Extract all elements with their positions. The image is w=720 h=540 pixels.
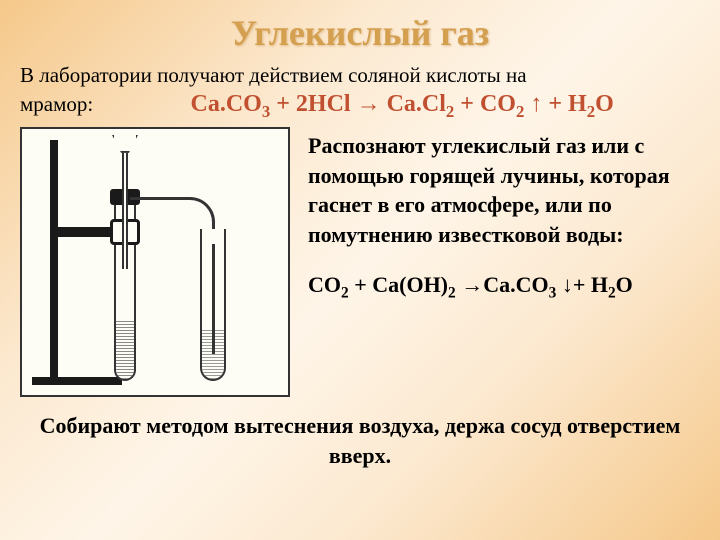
eq1-p4: ↑ + H: [524, 91, 586, 117]
delivery-tube-down: [212, 244, 215, 354]
eq1-s4: 2: [587, 102, 595, 121]
page-title: Углекислый газ: [20, 12, 700, 54]
eq2-s1: 2: [341, 284, 349, 301]
conclusion-text: Собирают методом вытеснения воздуха, дер…: [20, 411, 700, 470]
intro-line2: мрамор:: [20, 92, 93, 116]
stand-base: [32, 377, 122, 385]
funnel-stem: [122, 139, 128, 269]
equation-preparation: Ca.CO3 + 2HCl → Ca.Cl2 + CO2 ↑ + H2O: [190, 91, 613, 117]
intro-line1: В лаборатории получают действием соляной…: [20, 63, 527, 87]
eq2-s2: 2: [448, 284, 456, 301]
clamp-arm: [58, 227, 118, 237]
equation-detection: CO2 + Ca(OH)2 →Ca.CO3 ↓+ H2O: [308, 272, 700, 302]
eq2-p5: O: [616, 272, 633, 297]
eq2-s4: 2: [608, 284, 616, 301]
detection-text: Распознают углекислый газ или с помощью …: [308, 131, 700, 250]
content-row: Распознают углекислый газ или с помощью …: [20, 127, 700, 397]
apparatus-diagram: [20, 127, 290, 397]
funnel-top: [112, 135, 138, 153]
eq2-p2: + Ca(OH): [349, 272, 448, 297]
eq2-p1: CO: [308, 272, 341, 297]
eq2-p4: ↓+ H: [556, 272, 608, 297]
eq2-p3: →Ca.CO: [456, 272, 549, 297]
eq1-p2: + 2HCl → Ca.Cl: [270, 91, 446, 117]
eq1-p1: Ca.CO: [190, 91, 261, 117]
eq1-s1: 3: [262, 102, 270, 121]
stand-pole: [50, 140, 58, 385]
intro-text: В лаборатории получают действием соляной…: [20, 62, 700, 123]
tube1-liquid: [116, 319, 134, 379]
detection-block: Распознают углекислый газ или с помощью …: [308, 127, 700, 397]
eq1-p5: O: [595, 91, 614, 117]
eq1-p3: + CO: [454, 91, 516, 117]
